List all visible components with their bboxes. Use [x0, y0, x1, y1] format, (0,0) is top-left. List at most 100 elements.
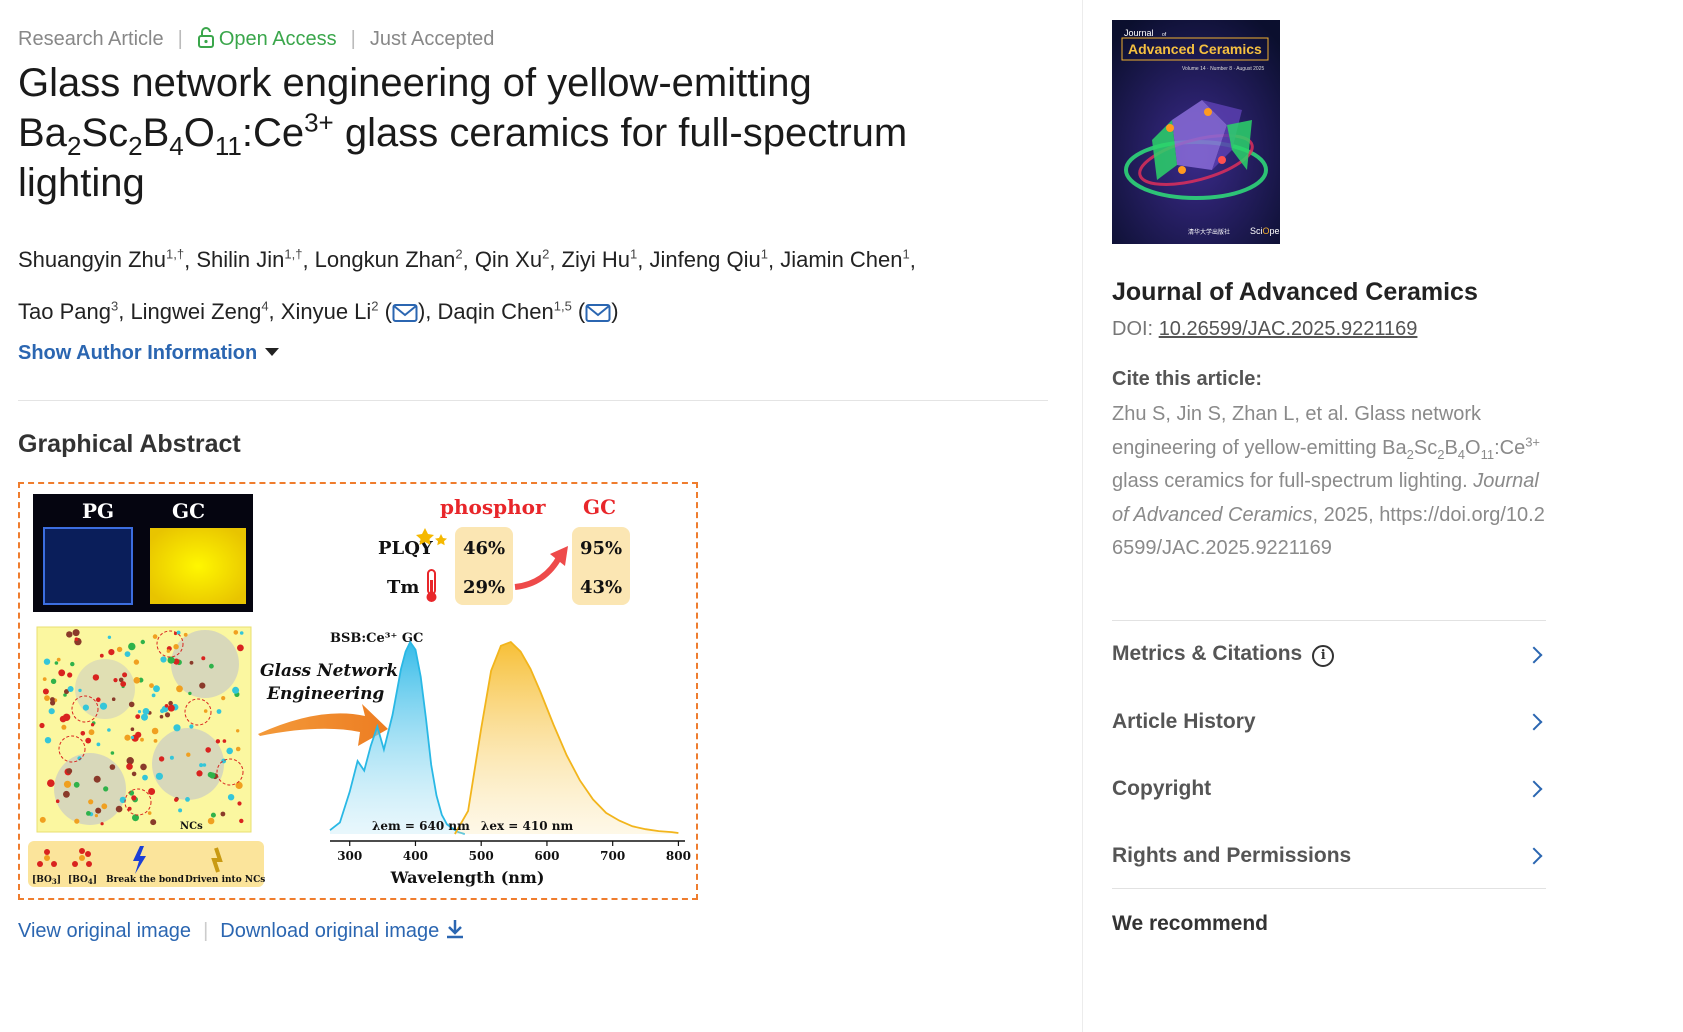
- network-atom: [151, 727, 159, 735]
- rights-permissions-row[interactable]: Rights and Permissions: [1112, 822, 1546, 889]
- network-atom: [150, 819, 157, 826]
- network-atom: [235, 746, 241, 752]
- view-original-image-link[interactable]: View original image: [18, 920, 192, 942]
- network-atom: [148, 788, 156, 795]
- break-bond-legend-label: Break the bond: [106, 875, 185, 885]
- journal-name: Journal of Advanced Ceramics: [1112, 278, 1478, 306]
- bo3-legend-label: [BO3]: [32, 875, 61, 886]
- doi-link[interactable]: 10.26599/JAC.2025.9221169: [1158, 318, 1418, 340]
- network-atom: [39, 816, 46, 823]
- network-atom: [43, 658, 51, 665]
- network-atom: [67, 672, 73, 678]
- network-atom: [66, 631, 73, 638]
- network-atom: [124, 651, 131, 657]
- network-atom: [233, 630, 239, 635]
- gc-plqy-value: 95%: [580, 538, 622, 559]
- metrics-citations-row[interactable]: Metrics & Citations i: [1112, 621, 1546, 688]
- network-atom: [115, 805, 123, 813]
- network-atom: [236, 729, 240, 733]
- network-atom: [128, 790, 135, 796]
- lightning-icon: [133, 846, 146, 874]
- thermometer-icon: [426, 569, 437, 602]
- network-atom: [82, 704, 89, 711]
- network-atom: [90, 723, 95, 727]
- network-atom: [239, 818, 244, 824]
- author-name[interactable]: Shilin Jin1,†: [196, 247, 303, 273]
- network-atom: [47, 779, 55, 787]
- star-icon: [416, 528, 434, 545]
- network-atom: [72, 629, 80, 637]
- doi-label: DOI:: [1112, 318, 1154, 340]
- network-atom: [183, 632, 188, 637]
- article-history-row[interactable]: Article History: [1112, 688, 1546, 755]
- network-atom: [61, 724, 67, 730]
- driven-arrow-icon: [211, 847, 223, 873]
- network-atom: [133, 659, 140, 665]
- network-atom: [130, 727, 135, 731]
- network-atom: [124, 734, 131, 741]
- network-atom: [135, 714, 141, 719]
- network-atom: [50, 697, 55, 702]
- excitation-series-line: [329, 640, 466, 835]
- gc-photo-label: GC: [172, 499, 205, 523]
- graphical-abstract-figure[interactable]: PG GC phosphor GC PLQY Tm 46% 29% 95% 43…: [18, 482, 698, 900]
- network-atom: [173, 724, 181, 732]
- author-name[interactable]: Jinfeng Qiu1: [649, 247, 768, 273]
- phosphor-tm-value: 29%: [463, 577, 505, 598]
- network-atom: [96, 742, 101, 747]
- network-atom: [209, 772, 216, 779]
- network-atom: [119, 796, 127, 804]
- network-atom: [164, 704, 169, 708]
- network-atom: [73, 781, 80, 788]
- network-atom: [113, 678, 118, 683]
- network-atom: [173, 644, 179, 650]
- network-atom: [63, 780, 72, 788]
- network-atom: [188, 691, 192, 696]
- author-name[interactable]: Jiamin Chen1: [780, 247, 910, 273]
- article-title: Glass network engineering of yellow-emit…: [18, 61, 908, 205]
- network-atom: [116, 646, 123, 653]
- x-ticks: 300 400 500 600 700 800: [337, 841, 691, 863]
- email-icon[interactable]: [392, 303, 418, 323]
- network-atom: [235, 781, 243, 789]
- author-name[interactable]: Longkun Zhan2: [314, 247, 463, 273]
- network-atom: [189, 660, 194, 665]
- network-atom: [88, 799, 94, 805]
- divider: [18, 400, 1048, 401]
- chevron-right-icon: [1525, 713, 1543, 730]
- info-icon[interactable]: i: [1312, 645, 1335, 667]
- network-atom: [122, 672, 128, 678]
- network-atom: [153, 739, 158, 743]
- author-name[interactable]: Xinyue Li2: [280, 298, 379, 324]
- network-atom: [216, 709, 222, 714]
- network-atom: [85, 737, 92, 744]
- network-atom: [137, 710, 142, 714]
- copyright-row[interactable]: Copyright: [1112, 755, 1546, 822]
- emission-series-line: [454, 640, 679, 835]
- citation-text: Zhu S, Jin S, Zhan L, et al. Glass netwo…: [1112, 403, 1545, 559]
- author-name[interactable]: Shuangyin Zhu1,†: [18, 247, 185, 273]
- bo3-legend-icon: [37, 849, 57, 867]
- download-original-image-link[interactable]: Download original image: [220, 920, 465, 942]
- network-atom: [44, 695, 50, 701]
- network-atom: [107, 635, 112, 639]
- show-author-info-toggle[interactable]: Show Author Information: [18, 342, 280, 365]
- network-atom: [126, 757, 134, 765]
- network-atom: [74, 818, 80, 824]
- author-name[interactable]: Daqin Chen1,5: [437, 298, 572, 324]
- cover-title: Advanced Ceramics: [1128, 41, 1262, 57]
- author-name[interactable]: Tao Pang3: [18, 298, 119, 324]
- network-atom: [59, 715, 67, 723]
- author-name[interactable]: Qin Xu2: [474, 247, 550, 273]
- author-name[interactable]: Ziyi Hu1: [561, 247, 638, 273]
- chart-title: BSB:Ce³⁺ GC: [330, 631, 423, 646]
- network-atom: [168, 700, 173, 706]
- author-name[interactable]: Lingwei Zeng4: [130, 298, 269, 324]
- network-atom: [100, 822, 104, 826]
- network-atom: [64, 689, 69, 695]
- network-atom: [215, 739, 221, 744]
- network-atom: [96, 697, 101, 702]
- journal-cover-image[interactable]: Journal of Advanced Ceramics Volume 14 ·…: [1112, 20, 1280, 244]
- email-icon[interactable]: [585, 303, 611, 323]
- open-access-label: Open Access: [218, 28, 337, 50]
